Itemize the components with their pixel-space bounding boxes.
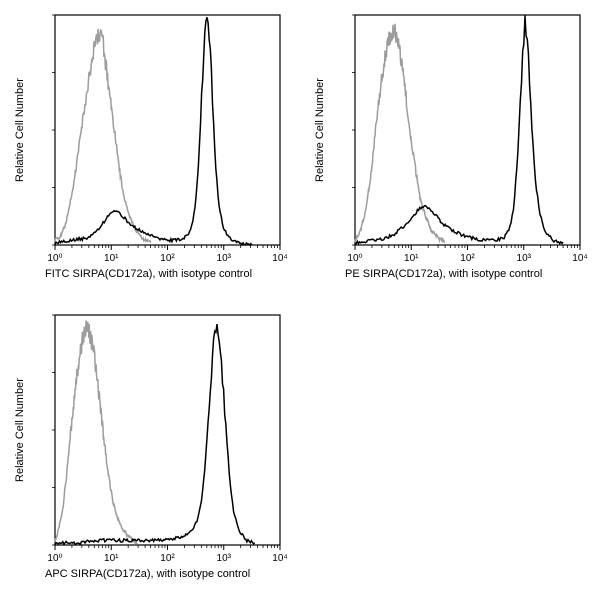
empty-panel bbox=[300, 300, 600, 600]
histogram-plot: 10⁰ 10¹ 10² 10³ 10⁴ Relative Cell Number bbox=[0, 300, 300, 600]
plot-frame bbox=[55, 315, 280, 545]
x-tick-label: 10² bbox=[460, 253, 475, 264]
plot-frame bbox=[55, 15, 280, 245]
x-tick-label: 10³ bbox=[217, 253, 232, 264]
x-tick-label: 10³ bbox=[217, 553, 232, 564]
x-tick-label: 10⁴ bbox=[572, 253, 587, 264]
x-tick-label: 10⁴ bbox=[272, 553, 287, 564]
histogram-panel-fitc: 10⁰ 10¹ 10² 10³ 10⁴ Relative Cell Number FITC … bbox=[0, 0, 300, 300]
histogram-plot: 10⁰ 10¹ 10² 10³ 10⁴ Relative Cell Number bbox=[0, 0, 300, 300]
sample-curve bbox=[55, 324, 255, 544]
histogram-panel-pe: 10⁰ 10¹ 10² 10³ 10⁴ Relative Cell Number PE SI… bbox=[300, 0, 600, 300]
x-axis-label: APC SIRPA(CD172a), with isotype control bbox=[45, 568, 250, 580]
x-tick-label: 10⁰ bbox=[47, 553, 62, 564]
histogram-plot: 10⁰ 10¹ 10² 10³ 10⁴ Relative Cell Number bbox=[300, 0, 600, 300]
x-tick-label: 10⁰ bbox=[47, 253, 62, 264]
y-axis-label: Relative Cell Number bbox=[314, 78, 326, 182]
histogram-panel-apc: 10⁰ 10¹ 10² 10³ 10⁴ Relative Cell Number APC S… bbox=[0, 300, 300, 600]
x-tick-label: 10³ bbox=[517, 253, 532, 264]
x-tick-label: 10¹ bbox=[104, 253, 119, 264]
x-axis-label: FITC SIRPA(CD172a), with isotype control bbox=[45, 268, 252, 280]
isotype-control-curve bbox=[55, 321, 137, 544]
x-axis-label: PE SIRPA(CD172a), with isotype control bbox=[345, 268, 542, 280]
x-tick-label: 10² bbox=[160, 553, 175, 564]
y-axis-label: Relative Cell Number bbox=[14, 378, 26, 482]
x-tick-label: 10² bbox=[160, 253, 175, 264]
y-axis-label: Relative Cell Number bbox=[14, 78, 26, 182]
isotype-control-curve bbox=[55, 29, 151, 243]
x-tick-label: 10⁰ bbox=[347, 253, 362, 264]
isotype-control-curve bbox=[355, 24, 445, 243]
plot-frame bbox=[355, 15, 580, 245]
x-tick-label: 10¹ bbox=[104, 553, 119, 564]
sample-curve bbox=[55, 17, 252, 245]
x-tick-label: 10⁴ bbox=[272, 253, 287, 264]
x-tick-label: 10¹ bbox=[404, 253, 419, 264]
